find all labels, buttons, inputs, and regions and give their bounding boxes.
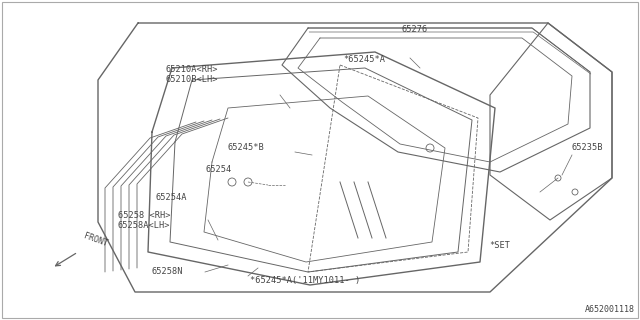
Text: 65254: 65254 (205, 165, 231, 174)
Text: 65245*B: 65245*B (228, 143, 265, 153)
Text: A652001118: A652001118 (585, 305, 635, 314)
Text: *SET: *SET (490, 241, 511, 250)
Text: *65245*A('11MY1011- ): *65245*A('11MY1011- ) (250, 276, 360, 284)
Text: 65254A: 65254A (155, 194, 186, 203)
Text: *65245*A: *65245*A (343, 55, 385, 65)
Text: 65276: 65276 (402, 26, 428, 35)
Text: FRONT: FRONT (82, 231, 109, 248)
Text: 65258N: 65258N (152, 268, 184, 276)
Text: 65210B<LH>: 65210B<LH> (165, 76, 218, 84)
Text: 65258A<LH>: 65258A<LH> (118, 220, 170, 229)
Text: 65258 <RH>: 65258 <RH> (118, 211, 170, 220)
Text: 65210A<RH>: 65210A<RH> (165, 66, 218, 75)
Text: 65235B: 65235B (572, 143, 604, 153)
